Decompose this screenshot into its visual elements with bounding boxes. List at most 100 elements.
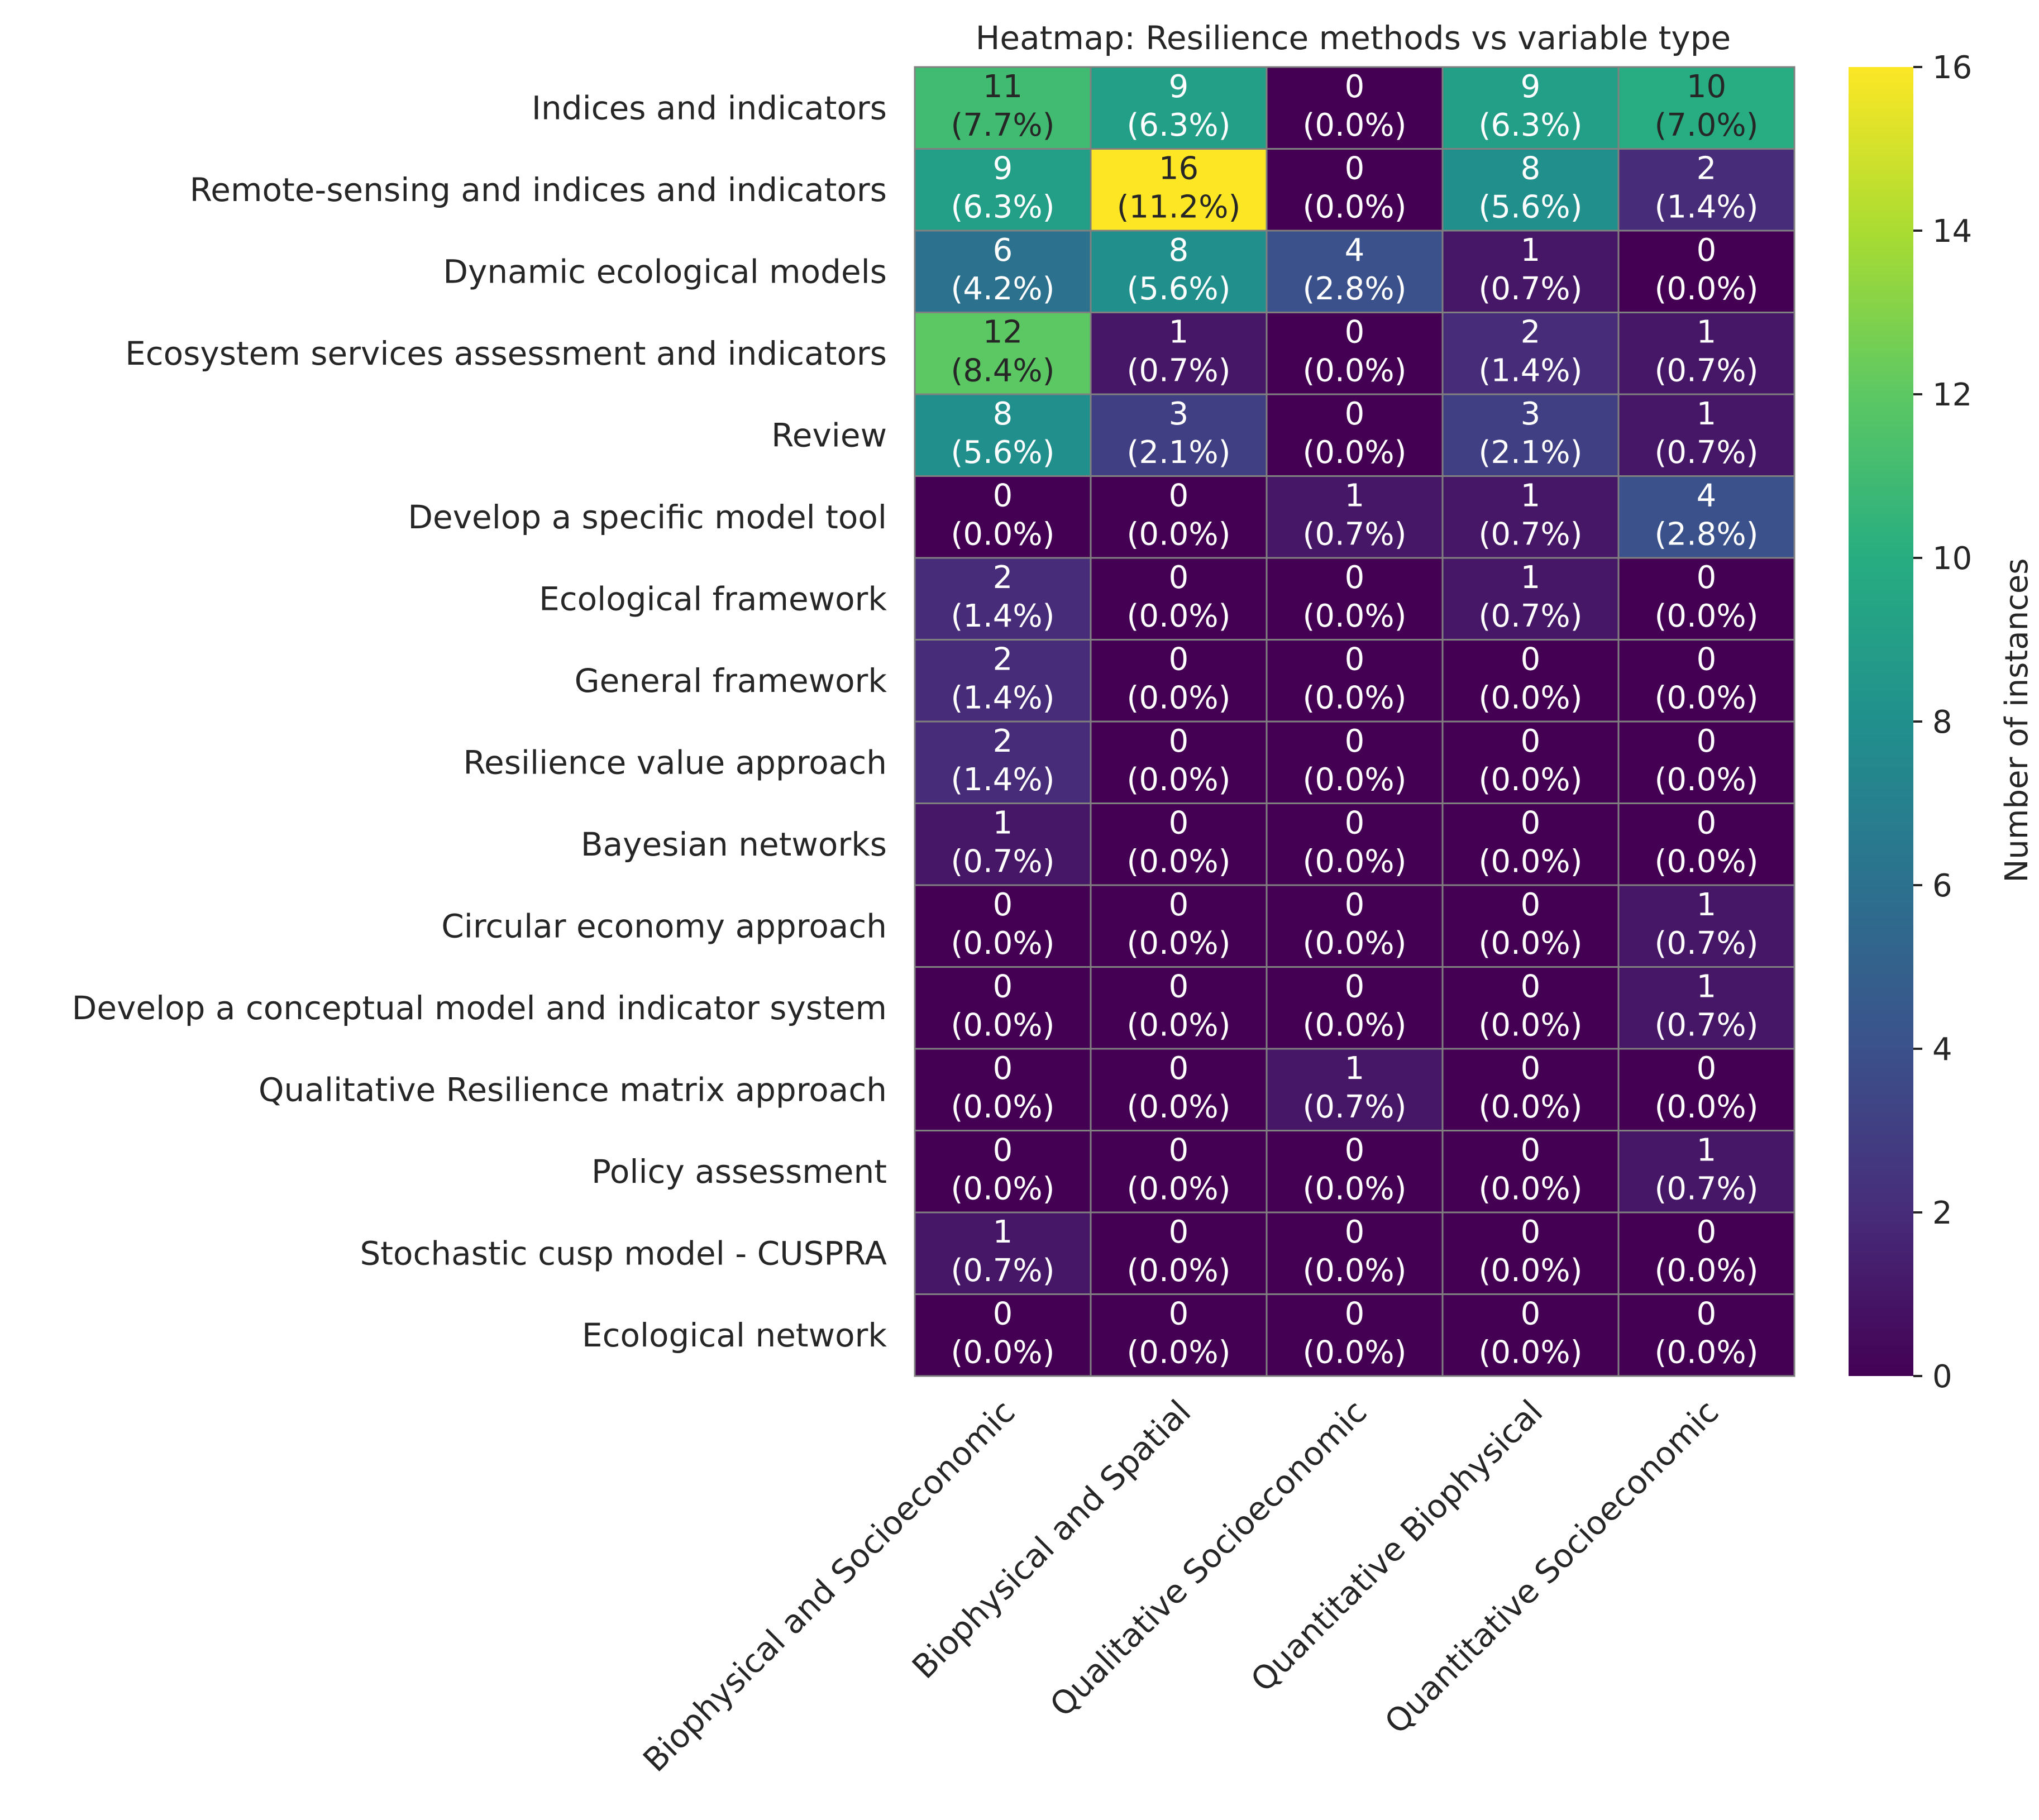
cell-percent-label: (0.7%) [1127,353,1231,389]
heatmap-cell [1441,1293,1620,1377]
cell-value-label: 11 [983,69,1023,105]
heatmap-cell [914,1293,1092,1377]
heatmap-cell [914,393,1092,477]
cell-percent-label: (5.6%) [1127,271,1231,307]
cell-value-label: 1 [993,1214,1013,1250]
row-label: General framework [575,662,887,700]
cell-value-label: 10 [1687,69,1726,105]
cell-percent-label: (0.0%) [1479,762,1583,798]
cell-value-label: 12 [983,314,1023,351]
cell-value-label: 0 [1521,1296,1541,1332]
cell-value-label: 0 [1169,478,1189,514]
heatmap-cell [1266,230,1444,313]
cell-value-label: 0 [1345,805,1365,842]
cell-value-label: 0 [993,1050,1013,1087]
cell-percent-label: (5.6%) [951,434,1055,471]
cell-percent-label: (0.0%) [1127,1171,1231,1207]
colorbar-tick-label: 16 [1932,50,1972,86]
cell-percent-label: (6.3%) [951,189,1055,226]
cell-percent-label: (0.0%) [1655,598,1759,634]
heatmap-cell [914,475,1092,559]
cell-percent-label: (7.0%) [1655,107,1759,144]
heatmap-cell [1617,230,1796,313]
cell-percent-label: (0.7%) [1479,271,1583,307]
heatmap-cell [1266,148,1444,232]
cell-value-label: 0 [993,887,1013,923]
heatmap-cell [1090,1130,1268,1214]
cell-percent-label: (0.0%) [1655,271,1759,307]
cell-percent-label: (0.0%) [1127,598,1231,634]
heatmap-cell [1266,1130,1444,1214]
colorbar-tick-label: 0 [1932,1359,1952,1395]
cell-value-label: 0 [1521,1214,1541,1250]
colorbar-tick-label: 2 [1932,1195,1952,1231]
cell-value-label: 0 [1521,887,1541,923]
cell-percent-label: (0.0%) [951,1171,1055,1207]
cell-percent-label: (6.3%) [1479,107,1583,144]
cell-value-label: 1 [1697,1133,1717,1169]
cell-percent-label: (2.8%) [1655,517,1759,553]
cell-value-label: 0 [1345,723,1365,759]
cell-value-label: 0 [1697,642,1717,678]
cell-value-label: 0 [1345,396,1365,432]
cell-percent-label: (0.0%) [1479,1089,1583,1125]
row-label: Indices and indicators [532,89,887,127]
cell-percent-label: (0.7%) [1655,925,1759,962]
heatmap-cell [1617,1048,1796,1131]
heatmap-cell [914,884,1092,968]
cell-value-label: 0 [1521,805,1541,842]
colorbar-gradient [1849,67,1913,1376]
cell-percent-label: (0.0%) [1479,680,1583,716]
heatmap-cell [1090,1048,1268,1131]
heatmap-cell [1617,1293,1796,1377]
heatmap-cell [1266,66,1444,150]
cell-percent-label: (0.0%) [1127,1007,1231,1044]
heatmap-cell [1617,1130,1796,1214]
cell-value-label: 0 [1169,805,1189,842]
cell-percent-label: (0.7%) [1655,1007,1759,1044]
heatmap-cell [914,802,1092,886]
cell-percent-label: (0.7%) [1303,1089,1407,1125]
cell-percent-label: (0.7%) [1655,353,1759,389]
cell-percent-label: (0.0%) [1655,1335,1759,1371]
cell-percent-label: (0.7%) [1655,434,1759,471]
cell-percent-label: (0.0%) [951,1007,1055,1044]
cell-percent-label: (1.4%) [951,680,1055,716]
cell-value-label: 0 [1521,969,1541,1005]
cell-value-label: 9 [1169,69,1189,105]
cell-percent-label: (0.0%) [1655,1089,1759,1125]
cell-percent-label: (0.0%) [1303,1253,1407,1289]
heatmap-cell [914,312,1092,395]
cell-value-label: 1 [1697,887,1717,923]
cell-percent-label: (0.0%) [1479,925,1583,962]
cell-percent-label: (0.7%) [1479,517,1583,553]
heatmap-cell [1090,148,1268,232]
cell-percent-label: (0.7%) [1303,517,1407,553]
cell-value-label: 1 [1345,1050,1365,1087]
cell-value-label: 0 [1521,1133,1541,1169]
cell-percent-label: (2.1%) [1127,434,1231,471]
heatmap-cell [1441,475,1620,559]
row-label: Remote-sensing and indices and indicator… [190,171,887,209]
cell-percent-label: (0.0%) [1127,1253,1231,1289]
row-label: Dynamic ecological models [443,252,887,290]
cell-percent-label: (0.0%) [1655,680,1759,716]
cell-percent-label: (0.0%) [1303,598,1407,634]
cell-percent-label: (0.7%) [1479,598,1583,634]
row-label: Ecological framework [539,580,887,618]
cell-value-label: 0 [1521,642,1541,678]
cell-percent-label: (7.7%) [951,107,1055,144]
cell-percent-label: (0.0%) [1127,762,1231,798]
cell-value-label: 0 [1345,314,1365,351]
cell-value-label: 16 [1159,151,1198,187]
heatmap-cell [1441,884,1620,968]
cell-value-label: 1 [1521,232,1541,269]
cell-percent-label: (4.2%) [951,271,1055,307]
cell-value-label: 8 [1169,232,1189,269]
heatmap-cell [1266,1211,1444,1295]
heatmap-cell [1441,393,1620,477]
heatmap-cell [1617,475,1796,559]
cell-value-label: 2 [1697,151,1717,187]
cell-value-label: 0 [1697,560,1717,596]
cell-value-label: 1 [1697,314,1717,351]
